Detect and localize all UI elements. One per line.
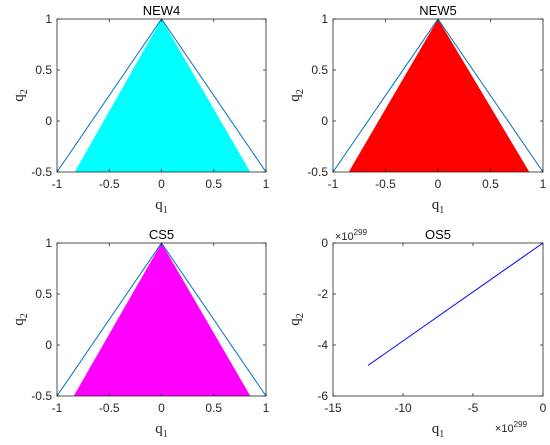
x-axis-label-subscript: 1 [163, 429, 168, 440]
subplot-title: NEW5 [419, 3, 457, 18]
x-axis-label-subscript: 1 [163, 205, 168, 216]
x-tick-label: 1 [263, 177, 270, 191]
y-tick-label: -0.5 [31, 389, 52, 403]
y-tick-label: 1 [45, 236, 52, 250]
x-tick-label: 0 [158, 177, 165, 191]
x-tick-label: -1 [52, 177, 63, 191]
y-axis-label-subscript: 2 [19, 89, 30, 94]
x-axis-label: q1 [155, 197, 168, 216]
x-exponent-power: 299 [514, 420, 528, 429]
y-axis-label: q2 [11, 89, 30, 102]
y-axis-label: q2 [287, 89, 306, 102]
filled-region [74, 19, 251, 172]
y-tick-label: 1 [321, 12, 328, 26]
y-tick-label: -4 [317, 338, 328, 352]
y-axis-label-subscript: 2 [295, 313, 306, 318]
y-tick-label: -0.5 [307, 165, 328, 179]
filled-region [73, 243, 251, 396]
subplot-4: -15 -10 -5 0 -6 -4 -2 0 OS5 q1 q2 ×10299 ×10299 [287, 227, 547, 440]
y-tick-label: -2 [317, 287, 328, 301]
y-axis-label-subscript: 2 [19, 313, 30, 318]
x-tick-label: -5 [468, 401, 479, 415]
y-exponent-label: ×10299 [335, 228, 368, 243]
x-axis-label: q1 [155, 421, 168, 440]
y-exponent-power: 299 [354, 228, 368, 237]
x-axis-label: q1 [432, 421, 445, 440]
x-axis-label-subscript: 1 [439, 205, 444, 216]
subplot-title: OS5 [425, 227, 451, 242]
x-tick-label: 1 [263, 401, 270, 415]
x-tick-label: -10 [394, 401, 412, 415]
y-tick-label: 0 [321, 236, 328, 250]
filled-region [348, 19, 530, 172]
axes-box [332, 242, 544, 397]
x-tick-label: 0 [158, 401, 165, 415]
x-axis-label: q1 [432, 197, 445, 216]
y-tick-label: 0.5 [311, 63, 328, 77]
y-axis-label-subscript: 2 [295, 89, 306, 94]
y-tick-label: 0.5 [35, 63, 52, 77]
x-tick-label: -15 [324, 401, 342, 415]
subplot-title: CS5 [149, 227, 174, 242]
x-tick-label: -0.5 [375, 177, 396, 191]
y-tick-label: -6 [317, 389, 328, 403]
subplot-title: NEW4 [143, 3, 181, 18]
x-exponent-label: ×10299 [495, 420, 528, 435]
x-tick-label: 0.5 [205, 177, 222, 191]
x-tick-label: 0.5 [205, 401, 222, 415]
y-axis-label: q2 [287, 313, 306, 326]
y-axis-label: q2 [11, 313, 30, 326]
x-tick-label: -0.5 [99, 401, 120, 415]
y-tick-label: -0.5 [31, 165, 52, 179]
x-tick-label: 0 [435, 177, 442, 191]
x-tick-label: -0.5 [99, 177, 120, 191]
x-tick-label: 1 [540, 177, 547, 191]
y-tick-label: 0.5 [35, 287, 52, 301]
series-line-1 [367, 242, 544, 366]
y-tick-label: 0 [321, 114, 328, 128]
y-tick-label: 0 [45, 114, 52, 128]
x-tick-label: 0.5 [482, 177, 499, 191]
x-tick-label: -1 [52, 401, 63, 415]
y-tick-label: 0 [45, 338, 52, 352]
x-tick-label: 0 [540, 401, 547, 415]
x-tick-label: -1 [328, 177, 339, 191]
y-tick-label: 1 [45, 12, 52, 26]
x-axis-label-subscript: 1 [439, 429, 444, 440]
